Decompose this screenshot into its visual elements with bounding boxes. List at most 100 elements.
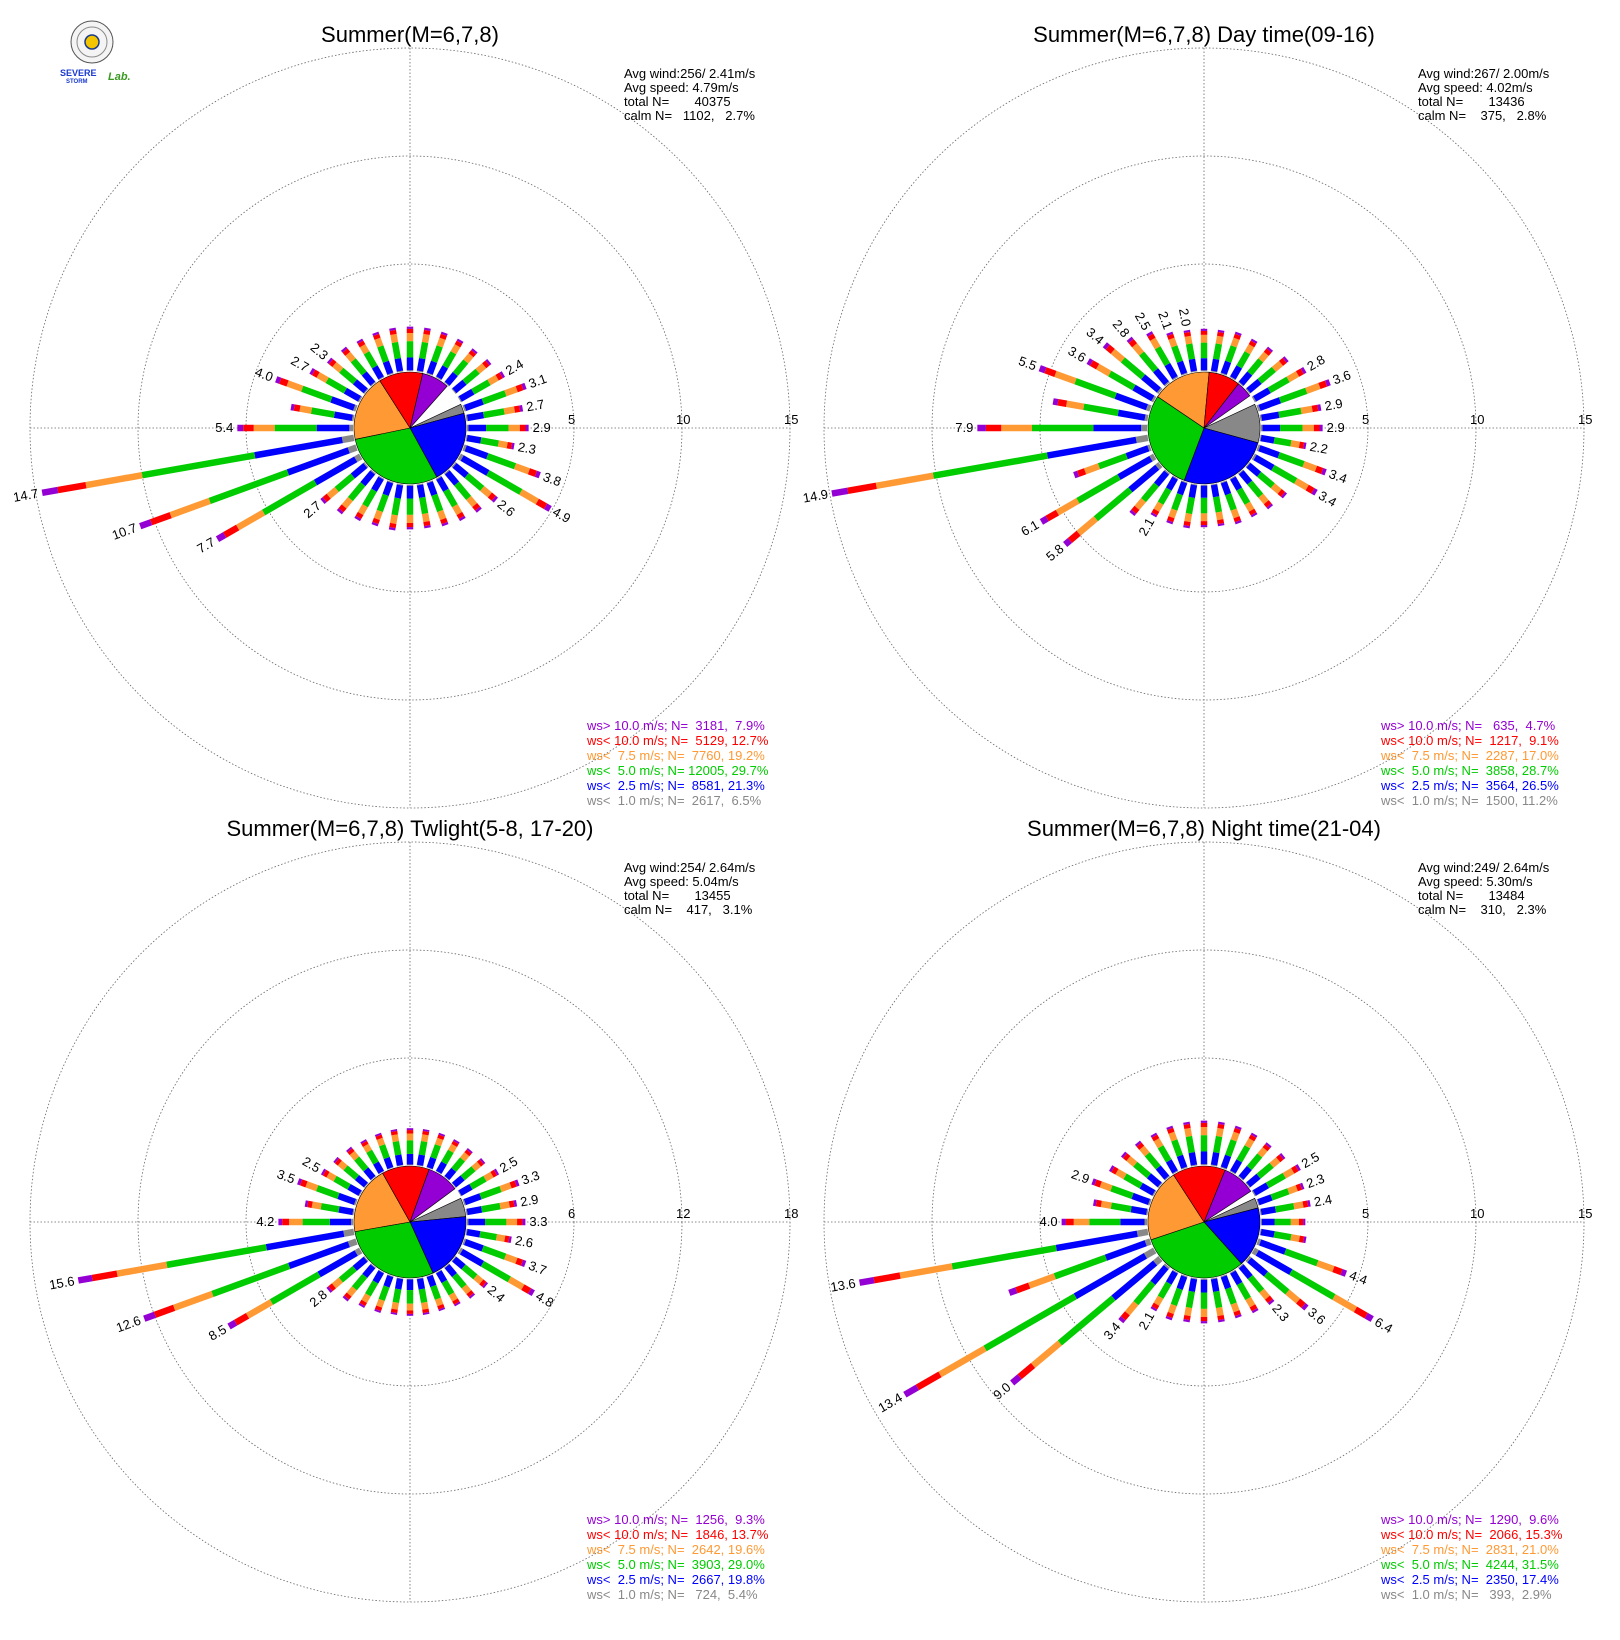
sector-bar-segment	[1298, 1235, 1305, 1243]
sector-bar-segment	[1117, 409, 1146, 421]
sector-bar-segment	[1247, 480, 1264, 498]
sector-bar-segment	[363, 351, 378, 369]
sector-bar-segment	[1247, 1257, 1269, 1277]
sector-bar-segment	[1188, 1278, 1198, 1293]
sector-label: 12.6	[114, 1313, 143, 1336]
sector-bar-segment	[1217, 1315, 1225, 1321]
sector-bar-segment	[374, 1308, 382, 1313]
sector-bar-segment	[1095, 363, 1112, 377]
sector-bar-segment	[471, 1161, 482, 1172]
sector-bar-segment	[389, 514, 398, 524]
sector-bar-segment	[441, 521, 449, 527]
sector-bar-segment	[307, 1200, 313, 1208]
sector-bar-segment	[1165, 1270, 1178, 1285]
sector-bar-segment	[341, 496, 353, 509]
sector-bar-segment	[475, 363, 487, 374]
sector-bar-segment	[1220, 481, 1232, 496]
sector-bar-segment	[444, 371, 458, 386]
sector-bar-segment	[1256, 471, 1275, 489]
legend-lt25: ws< 2.5 m/s; N= 8581, 21.3%	[586, 778, 765, 793]
sector-bar-segment	[519, 404, 524, 412]
sector-label: 3.5	[275, 1166, 297, 1186]
sector-bar-segment	[1236, 1145, 1251, 1163]
sector-bar-segment	[1258, 445, 1280, 459]
sector-bar-segment	[1340, 1268, 1348, 1277]
sector-bar-segment	[382, 481, 394, 497]
sector-bar-segment	[1157, 1145, 1172, 1163]
sector-bar-segment	[461, 1284, 472, 1295]
sector-bar-segment	[1270, 1188, 1290, 1201]
severe-storm-lab-logo: SEVERE STORM Lab.	[60, 20, 131, 85]
sector-bar-segment	[1263, 348, 1272, 356]
sector-bar-segment	[1184, 512, 1193, 523]
sector-bar-segment	[452, 462, 469, 479]
sector-bar-segment	[479, 1279, 487, 1287]
sector-bar-segment	[1017, 1362, 1036, 1380]
sector-bar-segment	[392, 1288, 402, 1304]
sector-label: 2.4	[485, 1282, 508, 1305]
sector-bar-segment	[376, 1137, 386, 1147]
sector-bar-segment	[1111, 1260, 1158, 1301]
sector-bar-segment	[438, 1132, 446, 1137]
sector-label: 6.1	[1018, 517, 1041, 539]
sector-bar-segment	[1294, 478, 1309, 491]
sector-bar-segment	[1277, 452, 1305, 468]
sector-bar-segment	[452, 1298, 460, 1305]
sector-bar-segment	[1257, 366, 1276, 384]
sector-bar-segment	[443, 488, 458, 508]
ring-label: 15	[1578, 412, 1592, 427]
sector-bar-segment	[301, 385, 333, 403]
sector-bar-segment	[313, 456, 358, 486]
sector-label: 8.5	[206, 1322, 229, 1344]
sector-bar-segment	[1128, 464, 1160, 493]
sector-bar-segment	[1165, 476, 1178, 491]
sector-label: 2.9	[533, 420, 551, 435]
legend-lt10: ws< 10.0 m/s; N= 2066, 15.3%	[1380, 1527, 1563, 1542]
ring-label: 18	[784, 1206, 798, 1221]
stats-line: Avg wind:267/ 2.00m/s	[1418, 66, 1550, 81]
sector-bar-segment	[391, 497, 401, 516]
sector-bar-segment	[1073, 470, 1080, 479]
sector-bar-segment	[371, 521, 379, 527]
sector-bar-segment	[480, 486, 492, 498]
sector-bar-segment	[227, 1319, 238, 1330]
sector-bar-segment	[1176, 1154, 1188, 1169]
sector-bar-segment	[1185, 343, 1196, 360]
sector-bar-segment	[352, 379, 368, 394]
legend-lt10: ws< 10.0 m/s; N= 1846, 13.7%	[586, 1527, 769, 1542]
sector-bar-segment	[452, 504, 463, 516]
sector-bar-segment	[421, 512, 430, 523]
sector-bar-segment	[1117, 455, 1153, 480]
sector-bar-segment	[1263, 500, 1272, 508]
sector-bar-segment	[345, 351, 356, 363]
sector-bar-segment	[1261, 411, 1280, 422]
sector-bar-segment	[1324, 379, 1331, 387]
sector-bar-segment	[362, 1143, 372, 1153]
sector-bar-segment	[374, 1132, 382, 1137]
pie-slice	[353, 380, 411, 440]
stats-line: Avg wind:254/ 2.64m/s	[624, 860, 756, 875]
sector-label: 9.0	[990, 1379, 1013, 1402]
sector-bar-segment	[1258, 493, 1269, 505]
sector-bar-segment	[1298, 441, 1305, 449]
sector-bar-segment	[1220, 1154, 1232, 1169]
sector-bar-segment	[1225, 1287, 1237, 1305]
pie-slice	[409, 412, 467, 478]
sector-bar-segment	[422, 1308, 430, 1314]
sector-bar-segment	[1286, 371, 1300, 383]
sector-bar-segment	[392, 1140, 402, 1156]
sector-bar-segment	[333, 411, 353, 422]
sector-bar-segment	[448, 1143, 458, 1153]
sector-bar-segment	[1094, 1179, 1102, 1188]
sector-bar-segment	[454, 340, 463, 348]
sector-bar-segment	[1260, 1228, 1275, 1238]
sector-bar-segment	[1234, 1314, 1242, 1319]
sector-bar-segment	[1076, 516, 1098, 536]
sector-bar-segment	[1126, 336, 1134, 344]
sector-bar-segment	[1233, 1310, 1241, 1317]
sector-bar-segment	[85, 472, 143, 489]
sector-bar-segment	[1287, 1185, 1298, 1195]
sector-bar-segment	[1259, 1288, 1270, 1300]
sector-bar-segment	[1302, 461, 1318, 472]
sector-bar-segment	[382, 360, 394, 375]
